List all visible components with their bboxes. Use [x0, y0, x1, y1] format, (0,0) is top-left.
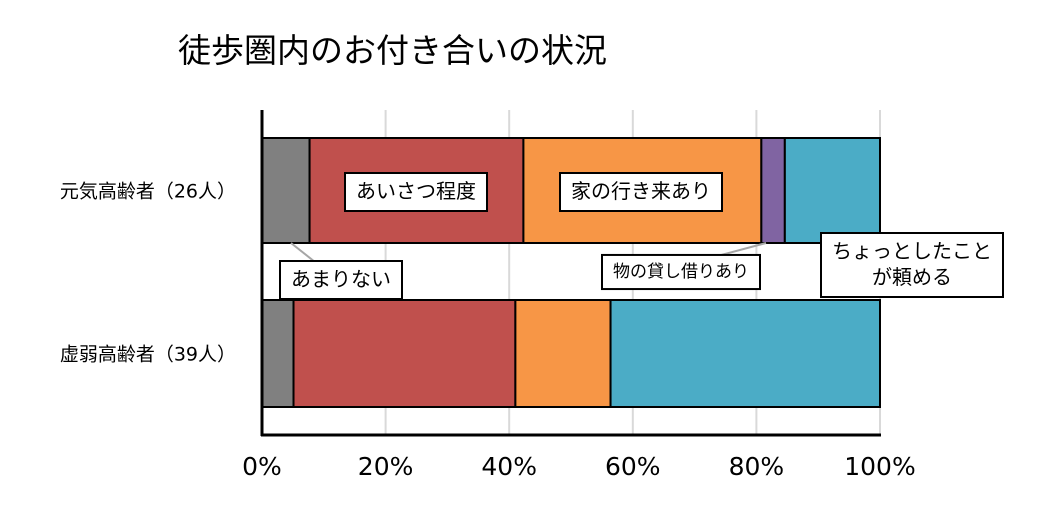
x-tick-label: 0%	[242, 452, 282, 481]
x-tick-label: 80%	[729, 452, 785, 481]
y-category-label: 虚弱高齢者（39人）	[60, 344, 236, 366]
y-category-label: 元気高齢者（26人）	[60, 181, 236, 203]
bar-segment	[261, 299, 295, 408]
series-label: 家の行き来あり	[571, 179, 711, 203]
series-label: あまりない	[291, 267, 391, 291]
series-label-box	[279, 260, 403, 300]
x-tick-label: 20%	[358, 452, 414, 481]
bar-segment	[609, 299, 881, 408]
series-label: が頼める	[872, 265, 952, 289]
bar-segment	[292, 299, 517, 408]
bar-segment	[783, 137, 881, 244]
bar-segment	[514, 299, 612, 408]
bar-segment	[261, 137, 311, 244]
series-label-box	[559, 172, 723, 212]
chart-title: 徒歩圏内のお付き合いの状況	[178, 31, 607, 70]
bar-segment	[760, 137, 786, 244]
series-label-box	[820, 232, 1004, 298]
series-label: あいさつ程度	[356, 179, 476, 203]
series-label: ちょっとしたこと	[832, 239, 992, 263]
series-label: 物の貸し借りあり	[613, 262, 749, 282]
series-label-box	[601, 253, 761, 291]
x-tick-label: 100%	[844, 452, 915, 481]
leader-line	[290, 242, 316, 263]
series-label-box	[344, 172, 488, 212]
x-tick-label: 40%	[481, 452, 537, 481]
x-tick-label: 60%	[605, 452, 661, 481]
